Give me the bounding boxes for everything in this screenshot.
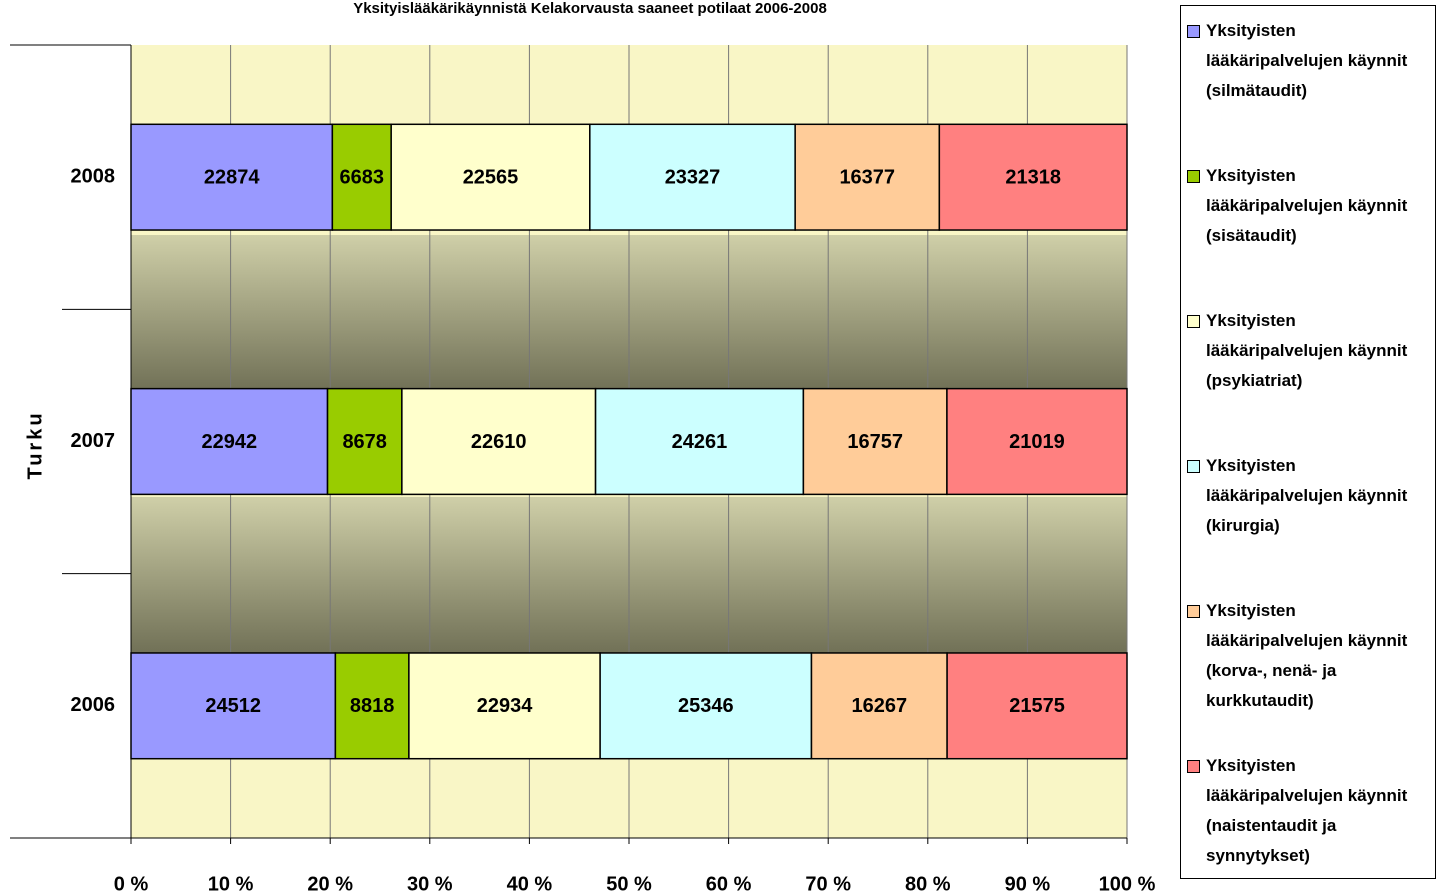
bar-segment xyxy=(794,123,941,231)
legend-entry: Yksityisten lääkäripalvelujen käynnit (s… xyxy=(1187,16,1433,106)
data-label: 21019 xyxy=(1009,431,1065,453)
y-tick-label: 2007 xyxy=(71,430,116,452)
bar-segment xyxy=(946,652,1128,760)
data-label: 16377 xyxy=(839,166,895,188)
legend-label: Yksityisten lääkäripalvelujen käynnit (p… xyxy=(1206,311,1408,390)
y-tick-label: 2008 xyxy=(71,165,116,187)
x-tick-label: 70 % xyxy=(805,873,851,895)
bar-segment xyxy=(599,652,813,760)
legend-label: Yksityisten lääkäripalvelujen käynnit (n… xyxy=(1206,756,1408,865)
data-label: 24512 xyxy=(205,695,261,717)
x-tick-label: 60 % xyxy=(706,873,752,895)
legend-swatch xyxy=(1187,315,1200,328)
legend-label: Yksityisten lääkäripalvelujen käynnit (s… xyxy=(1206,166,1408,245)
data-label: 25346 xyxy=(678,695,734,717)
data-label: 24261 xyxy=(672,431,728,453)
x-tick-label: 0 % xyxy=(114,873,149,895)
data-label: 16267 xyxy=(851,695,907,717)
x-tick-label: 30 % xyxy=(407,873,453,895)
x-tick-label: 90 % xyxy=(1005,873,1051,895)
legend-entry: Yksityisten lääkäripalvelujen käynnit (k… xyxy=(1187,451,1433,541)
bar-segment xyxy=(130,652,337,760)
data-label: 22934 xyxy=(477,695,533,717)
legend-swatch xyxy=(1187,760,1200,773)
bar-segment xyxy=(331,123,392,231)
data-label: 8818 xyxy=(350,695,395,717)
bar-segment xyxy=(938,123,1128,231)
legend-entry: Yksityisten lääkäripalvelujen käynnit (s… xyxy=(1187,161,1433,251)
bar-segment xyxy=(408,652,601,760)
x-tick-label: 50 % xyxy=(606,873,652,895)
data-label: 23327 xyxy=(665,166,721,188)
legend-entry: Yksityisten lääkäripalvelujen käynnit (p… xyxy=(1187,306,1433,396)
legend-label: Yksityisten lääkäripalvelujen käynnit (k… xyxy=(1206,456,1408,535)
legend-swatch xyxy=(1187,605,1200,618)
y-axis-label: Turku xyxy=(24,410,46,479)
legend-swatch xyxy=(1187,170,1200,183)
bar-segment xyxy=(401,387,597,496)
data-label: 21318 xyxy=(1005,166,1061,188)
bar-segment xyxy=(334,652,410,760)
legend-label: Yksityisten lääkäripalvelujen käynnit (s… xyxy=(1206,21,1408,100)
data-label: 22942 xyxy=(201,431,257,453)
bar-segment xyxy=(810,652,948,760)
legend-swatch xyxy=(1187,25,1200,38)
bar-segment xyxy=(589,123,796,231)
bar-segment xyxy=(326,387,403,496)
bar-segment xyxy=(130,387,329,496)
y-tick-label: 2006 xyxy=(71,694,116,716)
x-tick-label: 100 % xyxy=(1099,873,1156,895)
bar-segment xyxy=(594,387,805,496)
legend-entry: Yksityisten lääkäripalvelujen käynnit (n… xyxy=(1187,751,1433,871)
data-label: 22610 xyxy=(471,431,527,453)
x-tick-label: 80 % xyxy=(905,873,951,895)
bar-segment xyxy=(130,123,334,231)
data-label: 8678 xyxy=(342,431,387,453)
x-tick-label: 10 % xyxy=(208,873,254,895)
data-label: 22565 xyxy=(463,166,519,188)
legend-entry: Yksityisten lääkäripalvelujen käynnit (k… xyxy=(1187,596,1433,716)
data-label: 16757 xyxy=(847,431,903,453)
x-tick-label: 40 % xyxy=(507,873,553,895)
bar-segment xyxy=(802,387,948,496)
legend-label: Yksityisten lääkäripalvelujen käynnit (k… xyxy=(1206,601,1408,710)
chart-title: Yksityislääkärikäynnistä Kelakorvausta s… xyxy=(353,0,827,17)
data-label: 22874 xyxy=(204,166,260,188)
bar-segment xyxy=(946,387,1128,496)
data-label: 21575 xyxy=(1009,695,1065,717)
legend: Yksityisten lääkäripalvelujen käynnit (s… xyxy=(1180,5,1436,879)
legend-swatch xyxy=(1187,460,1200,473)
x-tick-label: 20 % xyxy=(307,873,353,895)
data-label: 6683 xyxy=(340,166,385,188)
